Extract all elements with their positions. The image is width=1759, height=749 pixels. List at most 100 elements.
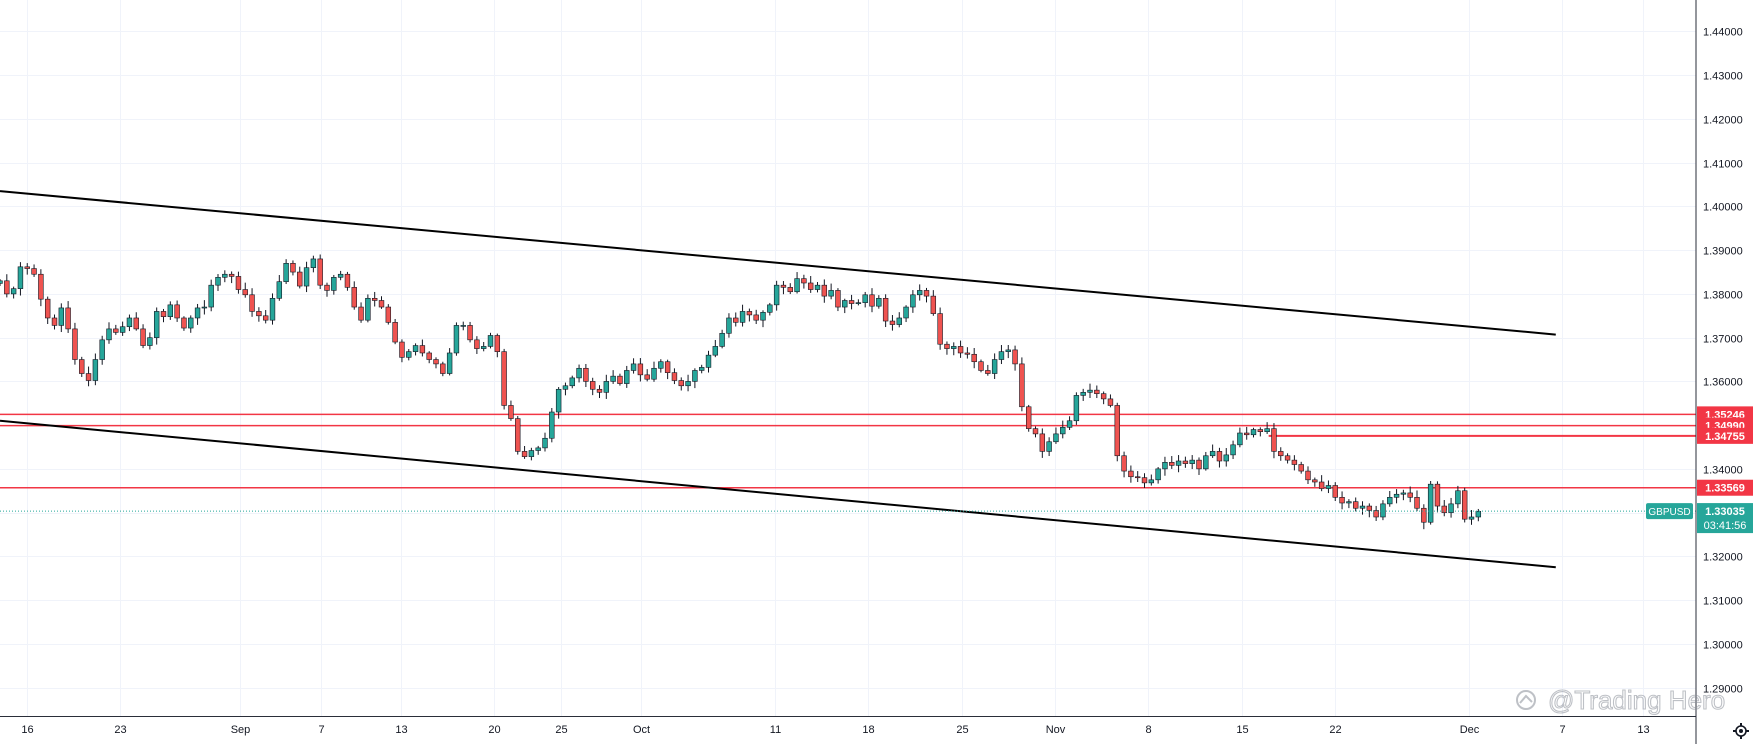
candle	[446, 348, 453, 376]
candle	[1359, 501, 1366, 515]
candle-body	[501, 351, 507, 406]
candle-body	[664, 361, 671, 373]
candle	[555, 387, 562, 419]
candle	[501, 348, 507, 410]
candle-body	[126, 317, 133, 328]
candle-body	[1073, 395, 1080, 422]
candle-body	[739, 311, 746, 323]
candle	[344, 271, 351, 291]
candle	[1107, 394, 1114, 408]
candle	[692, 368, 698, 389]
candle	[194, 303, 201, 325]
candle	[17, 262, 24, 296]
candle-body	[474, 339, 480, 349]
candle	[862, 291, 868, 308]
x-tick-label: 25	[555, 724, 567, 736]
candle-body	[106, 328, 112, 341]
candle-body	[814, 284, 821, 290]
candle-body	[1100, 393, 1107, 400]
candle-body	[426, 352, 432, 360]
candle	[569, 375, 575, 389]
x-tick-label: Sep	[231, 724, 251, 736]
candle-body	[276, 281, 283, 299]
candle	[528, 447, 535, 461]
candle	[358, 302, 364, 323]
candle-body	[256, 311, 262, 317]
candle-body	[1060, 427, 1066, 435]
candle	[753, 309, 759, 325]
candle	[392, 318, 398, 345]
candle	[460, 321, 466, 331]
y-tick-label: 1.32000	[1703, 552, 1743, 564]
candle	[828, 283, 834, 300]
candle	[399, 339, 405, 363]
candle-body	[651, 367, 657, 380]
candle-body	[85, 373, 92, 381]
y-tick-label: 1.29000	[1703, 684, 1743, 696]
candle-body	[419, 345, 426, 354]
candle	[1325, 480, 1332, 494]
trendline-lower	[0, 419, 1556, 569]
settings-gear-icon[interactable]	[1733, 723, 1749, 739]
candle	[882, 294, 889, 328]
candle-body	[1196, 459, 1202, 470]
candle-body	[17, 266, 24, 289]
candle	[848, 294, 855, 310]
candle-body	[1264, 428, 1270, 432]
candle	[1332, 482, 1338, 502]
candle-body	[985, 370, 991, 374]
candle	[31, 264, 37, 277]
x-tick-label: 11	[770, 724, 781, 736]
candle	[1100, 391, 1107, 405]
candle	[780, 281, 787, 295]
candle	[842, 298, 848, 314]
y-tick-label: 1.40000	[1703, 202, 1743, 214]
candle-body	[515, 418, 521, 452]
candle-body	[1271, 428, 1277, 452]
candle-body	[916, 290, 923, 296]
candle-body	[1128, 470, 1134, 478]
candle	[181, 316, 187, 331]
candle-body	[719, 332, 725, 347]
candle-body	[644, 374, 650, 380]
y-tick-label: 1.43000	[1703, 71, 1743, 83]
candle	[256, 307, 262, 322]
candle	[630, 358, 637, 374]
x-tick-label: 13	[1637, 724, 1649, 736]
candle-body	[147, 337, 153, 346]
candle-body	[92, 359, 99, 381]
candle	[1271, 423, 1277, 459]
candle-body	[331, 277, 337, 291]
candle	[1121, 451, 1127, 478]
candle	[1148, 474, 1155, 486]
x-tick-label: 23	[114, 724, 126, 736]
candle-body	[658, 361, 664, 369]
candle-body	[842, 300, 848, 308]
candle	[1380, 500, 1386, 521]
candle	[406, 349, 412, 361]
candle-body	[1366, 505, 1373, 511]
candle-body	[678, 380, 684, 387]
y-tick-label: 1.41000	[1703, 159, 1743, 171]
candle-body	[222, 273, 228, 278]
candle	[303, 261, 310, 293]
candle-body	[705, 354, 712, 368]
candle-body	[249, 294, 255, 312]
candle	[998, 345, 1005, 365]
candle	[1223, 448, 1229, 467]
candle	[1400, 489, 1407, 501]
candle-body	[746, 311, 753, 316]
candle	[467, 321, 473, 343]
candle	[521, 445, 528, 459]
candle-body	[310, 258, 317, 268]
candle	[1073, 392, 1080, 425]
level-tag-label: 1.34755	[1705, 431, 1745, 443]
candle-body	[944, 343, 950, 349]
candle	[589, 377, 596, 396]
candle	[1305, 466, 1311, 485]
candle	[1039, 428, 1046, 458]
last-price-tag	[1697, 503, 1753, 534]
candle-body	[835, 290, 841, 308]
